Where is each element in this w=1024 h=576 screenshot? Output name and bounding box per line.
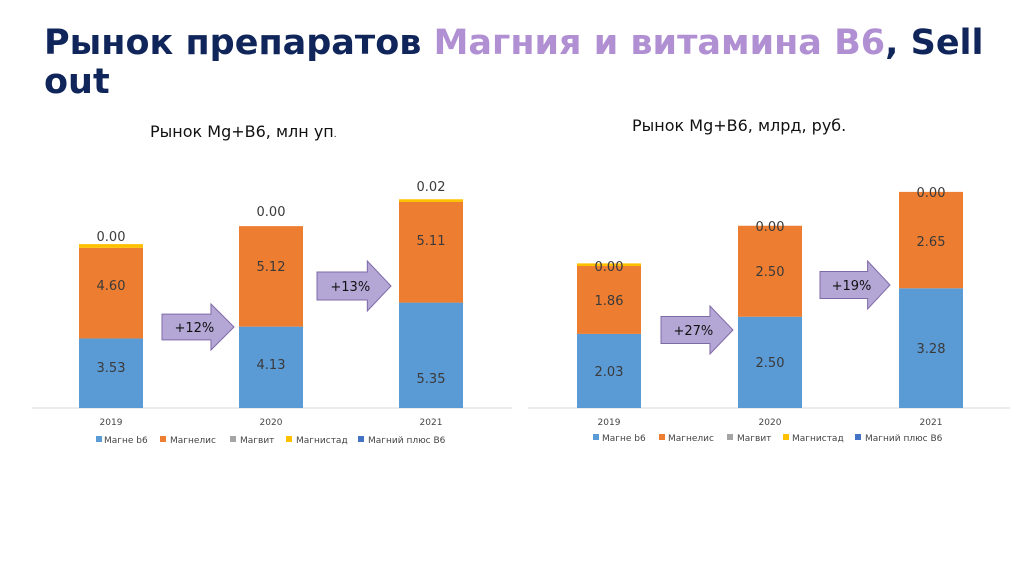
- right-legend-swatch-magne-b6: [593, 434, 599, 440]
- left-label-magnelis-2021: 5.11: [417, 234, 446, 249]
- left-legend-label-magnelis: Магнелис: [170, 436, 216, 446]
- left-legend-swatch-magnistad: [286, 436, 292, 442]
- right-label-top-2020: 0.00: [756, 220, 785, 235]
- left-legend-label-magvit: Магвит: [240, 436, 274, 446]
- right-chart-title: Рынок Mg+B6, млрд, руб.: [632, 116, 846, 135]
- left-bar-magnelis-2019: [79, 247, 143, 339]
- right-growth-arrow-2: [819, 259, 891, 311]
- right-growth-label-1: +27%: [674, 324, 714, 339]
- right-bar-magne-b6-2019: [577, 333, 641, 408]
- left-label-top-2019: 0.00: [97, 230, 126, 245]
- right-tick-label-2020: 2020: [759, 418, 782, 428]
- right-label-top-2019: 0.00: [595, 260, 624, 275]
- left-label-magnelis-2019: 4.60: [97, 279, 126, 294]
- left-legend-swatch-magvit: [230, 436, 236, 442]
- title-part-2: , Sell out: [44, 23, 984, 102]
- right-chart-title-text: Рынок Mg+B6, млрд, руб.: [632, 116, 847, 135]
- right-legend-swatch-magnelis: [659, 434, 665, 440]
- left-legend-swatch-magniy-plus-b6: [358, 436, 364, 442]
- left-bar-magnelis-2020: [239, 225, 303, 327]
- right-label-magnelis-2019: 1.86: [595, 294, 624, 309]
- left-chart-title-text: Рынок Mg+B6, млн уп: [150, 122, 334, 141]
- left-label-top-2021: 0.02: [417, 180, 446, 195]
- left-legend-label-magniy-plus-b6: Магний плюс В6: [368, 436, 446, 446]
- left-label-magnelis-2020: 5.12: [257, 260, 286, 275]
- left-chart-title: Рынок Mg+B6, млн уп.: [150, 122, 337, 141]
- right-growth-label-2: +19%: [832, 279, 872, 294]
- left-tick-label-2019: 2019: [100, 418, 123, 428]
- right-legend-swatch-magvit: [727, 434, 733, 440]
- left-bar-magne-b6-2021: [399, 302, 463, 408]
- title-accent: Магния и витамина В6: [433, 23, 886, 63]
- right-bar-magnelis-2019: [577, 266, 641, 334]
- right-legend-label-magniy-plus-b6: Магний плюс В6: [865, 434, 943, 444]
- left-bar-magnistad-2019: [79, 243, 143, 248]
- left-tick-label-2020: 2020: [260, 418, 283, 428]
- left-tick-label-2021: 2021: [420, 418, 443, 428]
- right-legend-swatch-magnistad: [783, 434, 789, 440]
- right-legend-label-magnelis: Магнелис: [668, 434, 714, 444]
- left-legend-swatch-magne-b6: [96, 436, 102, 442]
- right-bar-magnelis-2020: [738, 225, 802, 317]
- right-legend-swatch-magniy-plus-b6: [855, 434, 861, 440]
- right-label-magne-b6-2021: 3.28: [917, 342, 946, 357]
- slide-title: Рынок препаратов Магния и витамина В6, S…: [44, 24, 1004, 102]
- left-bar-magnelis-2021: [399, 201, 463, 303]
- right-legend-label-magne-b6: Магне b6: [602, 434, 646, 444]
- left-legend-label-magnistad: Магнистад: [296, 436, 348, 446]
- right-label-magne-b6-2020: 2.50: [756, 356, 785, 371]
- left-label-magne-b6-2021: 5.35: [417, 372, 446, 387]
- left-bar-magne-b6-2020: [239, 326, 303, 408]
- right-tick-label-2019: 2019: [598, 418, 621, 428]
- left-label-top-2020: 0.00: [257, 205, 286, 220]
- right-bar-magne-b6-2020: [738, 316, 802, 408]
- title-part-1: Рынок препаратов: [44, 23, 434, 63]
- right-bar-magne-b6-2021: [899, 288, 963, 408]
- right-label-magne-b6-2019: 2.03: [595, 365, 624, 380]
- left-label-magne-b6-2019: 3.53: [97, 361, 126, 376]
- right-tick-label-2021: 2021: [920, 418, 943, 428]
- left-label-magne-b6-2020: 4.13: [257, 358, 286, 373]
- right-label-magnelis-2020: 2.50: [756, 265, 785, 280]
- left-growth-arrow-2: [316, 259, 392, 313]
- right-legend-label-magvit: Магвит: [737, 434, 771, 444]
- left-chart-title-dot: .: [333, 130, 337, 140]
- right-bar-magnelis-2021: [899, 191, 963, 289]
- left-bar-magnistad-2021: [399, 198, 463, 202]
- right-bar-magnistad-2019: [577, 263, 641, 267]
- right-legend-label-magnistad: Магнистад: [792, 434, 844, 444]
- left-legend-label-magne-b6: Магне b6: [104, 436, 148, 446]
- right-label-top-2021: 0.00: [917, 186, 946, 201]
- right-growth-arrow-1: [660, 304, 734, 356]
- left-growth-label-1: +12%: [175, 321, 215, 336]
- left-growth-arrow-1: [161, 302, 235, 352]
- left-growth-label-2: +13%: [330, 280, 370, 295]
- left-legend-swatch-magnelis: [160, 436, 166, 442]
- right-label-magnelis-2021: 2.65: [917, 235, 946, 250]
- left-bar-magne-b6-2019: [79, 338, 143, 408]
